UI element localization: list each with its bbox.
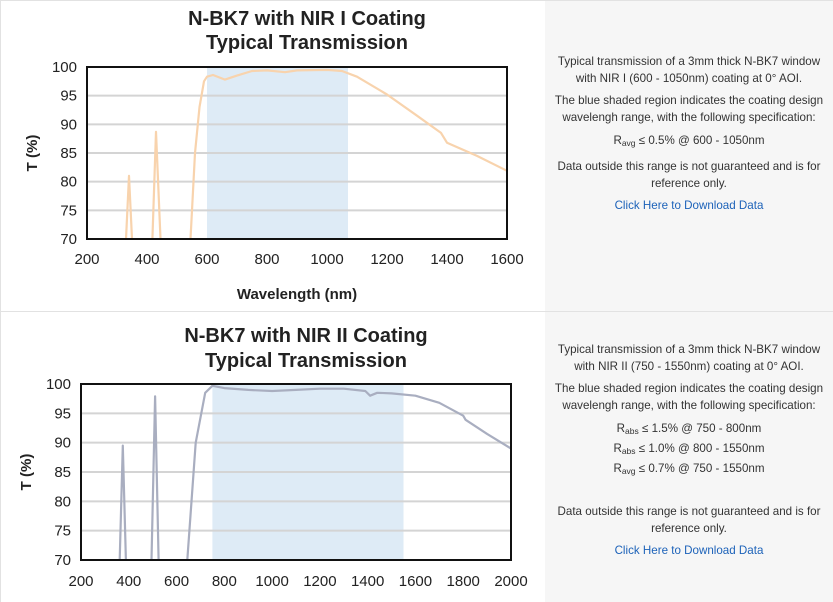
spec-symbol: R xyxy=(616,422,626,435)
spec-symbol: R xyxy=(613,442,622,455)
spec-text: ≤ 0.7% @ 750 - 1550nm xyxy=(635,462,765,475)
nir2-info-panel: Typical transmission of a 3mm thick N-BK… xyxy=(545,312,833,602)
y-tick-label: 70 xyxy=(54,552,71,569)
y-tick-label: 85 xyxy=(54,464,71,481)
transmission-curve xyxy=(189,68,507,239)
nir1-shaded-note: The blue shaded region indicates the coa… xyxy=(554,94,824,124)
x-tick-label: 600 xyxy=(194,251,219,268)
transmission-curve xyxy=(151,130,162,239)
plot-frame xyxy=(80,383,512,561)
x-tick-label: 1800 xyxy=(447,573,480,590)
y-tick-label: 90 xyxy=(60,116,77,133)
transmission-curve xyxy=(150,395,160,560)
y-tick-label: 75 xyxy=(54,523,71,540)
nir1-disclaimer: Data outside this range is not guarantee… xyxy=(557,160,821,190)
nir2-spec-line: Ravg ≤ 0.7% @ 750 - 1550nm xyxy=(545,460,833,480)
x-tick-label: 200 xyxy=(74,251,99,268)
y-tick-label: 100 xyxy=(46,376,71,393)
nir2-transmission-chart: N-BK7 with NIR II Coating Typical Transmi… xyxy=(18,325,528,590)
nir1-download-data-link[interactable]: Click Here to Download Data xyxy=(614,199,764,212)
y-tick-label: 80 xyxy=(54,493,71,510)
y-tick-label: 100 xyxy=(52,59,77,76)
nir2-row: N-BK7 with NIR II Coating Typical Transmi… xyxy=(0,311,833,602)
chart-title-line: N-BK7 with NIR II Coating xyxy=(184,325,427,347)
x-tick-label: 400 xyxy=(134,251,159,268)
x-tick-label: 1400 xyxy=(430,251,463,268)
x-tick-label: 1200 xyxy=(303,573,336,590)
x-tick-label: 400 xyxy=(116,573,141,590)
nir2-shaded-note: The blue shaded region indicates the coa… xyxy=(554,382,824,412)
nir2-chart-cell: N-BK7 with NIR II Coating Typical Transmi… xyxy=(0,312,546,602)
x-tick-label: 2000 xyxy=(494,573,527,590)
spec-subscript: abs xyxy=(625,426,639,436)
x-tick-label: 800 xyxy=(212,573,237,590)
chart-title-line: Typical Transmission xyxy=(206,32,408,54)
y-tick-label: 95 xyxy=(54,405,71,422)
x-axis-label: Wavelength (nm) xyxy=(237,286,357,303)
chart-title-line: N-BK7 with NIR I Coating xyxy=(188,8,426,30)
nir1-spec-line: Ravg ≤ 0.5% @ 600 - 1050nm xyxy=(545,132,833,152)
y-axis-label: T (%) xyxy=(18,454,35,491)
y-tick-label: 85 xyxy=(60,145,77,162)
plot-frame xyxy=(86,66,508,240)
y-tick-label: 70 xyxy=(60,231,77,248)
y-tick-label: 90 xyxy=(54,435,71,452)
spec-subscript: avg xyxy=(621,466,636,476)
x-tick-label: 1200 xyxy=(370,251,403,268)
x-tick-label: 1600 xyxy=(399,573,432,590)
nir2-description: Typical transmission of a 3mm thick N-BK… xyxy=(557,343,821,373)
nir2-download-data-link[interactable]: Click Here to Download Data xyxy=(614,544,764,557)
chart-title-line: Typical Transmission xyxy=(205,350,407,372)
x-tick-label: 1000 xyxy=(255,573,288,590)
x-tick-label: 800 xyxy=(254,251,279,268)
transmission-curve xyxy=(186,384,511,560)
x-tick-label: 600 xyxy=(164,573,189,590)
nir2-disclaimer: Data outside this range is not guarantee… xyxy=(557,505,821,535)
x-tick-label: 1400 xyxy=(351,573,384,590)
spec-text: ≤ 1.5% @ 750 - 800nm xyxy=(638,422,762,435)
nir2-spec-line: Rabs ≤ 1.0% @ 800 - 1550nm xyxy=(545,440,833,460)
y-tick-label: 75 xyxy=(60,202,77,219)
x-tick-label: 1600 xyxy=(490,251,523,268)
nir1-chart-cell: N-BK7 with NIR I Coating Typical Transmis… xyxy=(0,1,546,311)
x-tick-label: 1000 xyxy=(310,251,343,268)
spec-symbol: R xyxy=(613,462,622,475)
nir1-description: Typical transmission of a 3mm thick N-BK… xyxy=(557,55,821,85)
spec-text: ≤ 1.0% @ 800 - 1550nm xyxy=(635,442,765,455)
y-tick-label: 80 xyxy=(60,174,77,191)
spec-subscript: abs xyxy=(621,446,636,456)
transmission-curve xyxy=(124,174,134,239)
transmission-curve xyxy=(118,444,127,560)
nir1-row: N-BK7 with NIR I Coating Typical Transmis… xyxy=(0,0,833,311)
spec-symbol: R xyxy=(613,134,622,147)
y-axis-label: T (%) xyxy=(24,135,41,172)
y-tick-label: 95 xyxy=(60,88,77,105)
spec-text: ≤ 0.5% @ 600 - 1050nm xyxy=(635,134,765,147)
nir1-info-panel: Typical transmission of a 3mm thick N-BK… xyxy=(545,1,833,311)
nir2-spec-line: Rabs ≤ 1.5% @ 750 - 800nm xyxy=(545,420,833,440)
spec-subscript: avg xyxy=(621,138,636,148)
x-tick-label: 200 xyxy=(68,573,93,590)
